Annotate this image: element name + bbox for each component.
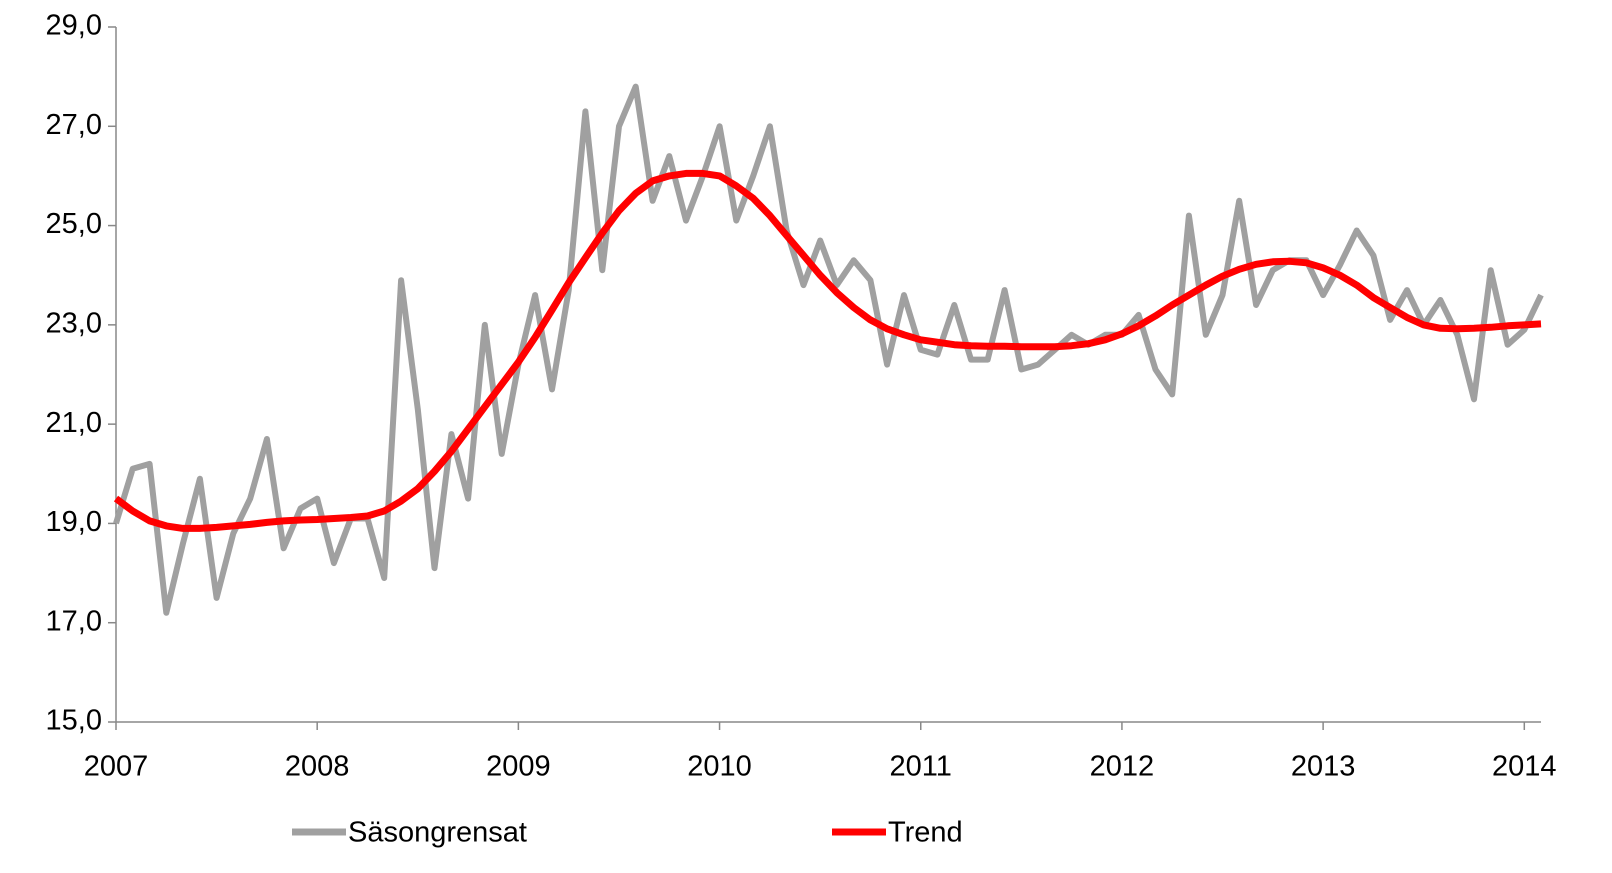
x-tick-label: 2012: [1090, 751, 1155, 783]
y-tick-label: 23,0: [46, 308, 102, 340]
y-tick-label: 27,0: [46, 109, 102, 141]
x-tick-label: 2014: [1492, 751, 1557, 783]
y-tick-label: 19,0: [46, 506, 102, 538]
x-tick-label: 2009: [486, 751, 551, 783]
y-tick-label: 21,0: [46, 407, 102, 439]
legend-label: Säsongrensat: [348, 817, 527, 849]
x-tick-label: 2010: [687, 751, 752, 783]
x-tick-label: 2011: [890, 751, 952, 783]
x-tick-label: 2007: [84, 751, 149, 783]
legend-label: Trend: [888, 817, 963, 849]
y-tick-label: 15,0: [46, 705, 102, 737]
series-line: [113, 169, 1542, 532]
series-line: [113, 83, 1544, 616]
x-tick-label: 2008: [285, 751, 350, 783]
y-tick-label: 29,0: [46, 10, 102, 42]
x-tick-label: 2013: [1291, 751, 1356, 783]
y-tick-label: 17,0: [46, 605, 102, 637]
y-tick-label: 25,0: [46, 208, 102, 240]
